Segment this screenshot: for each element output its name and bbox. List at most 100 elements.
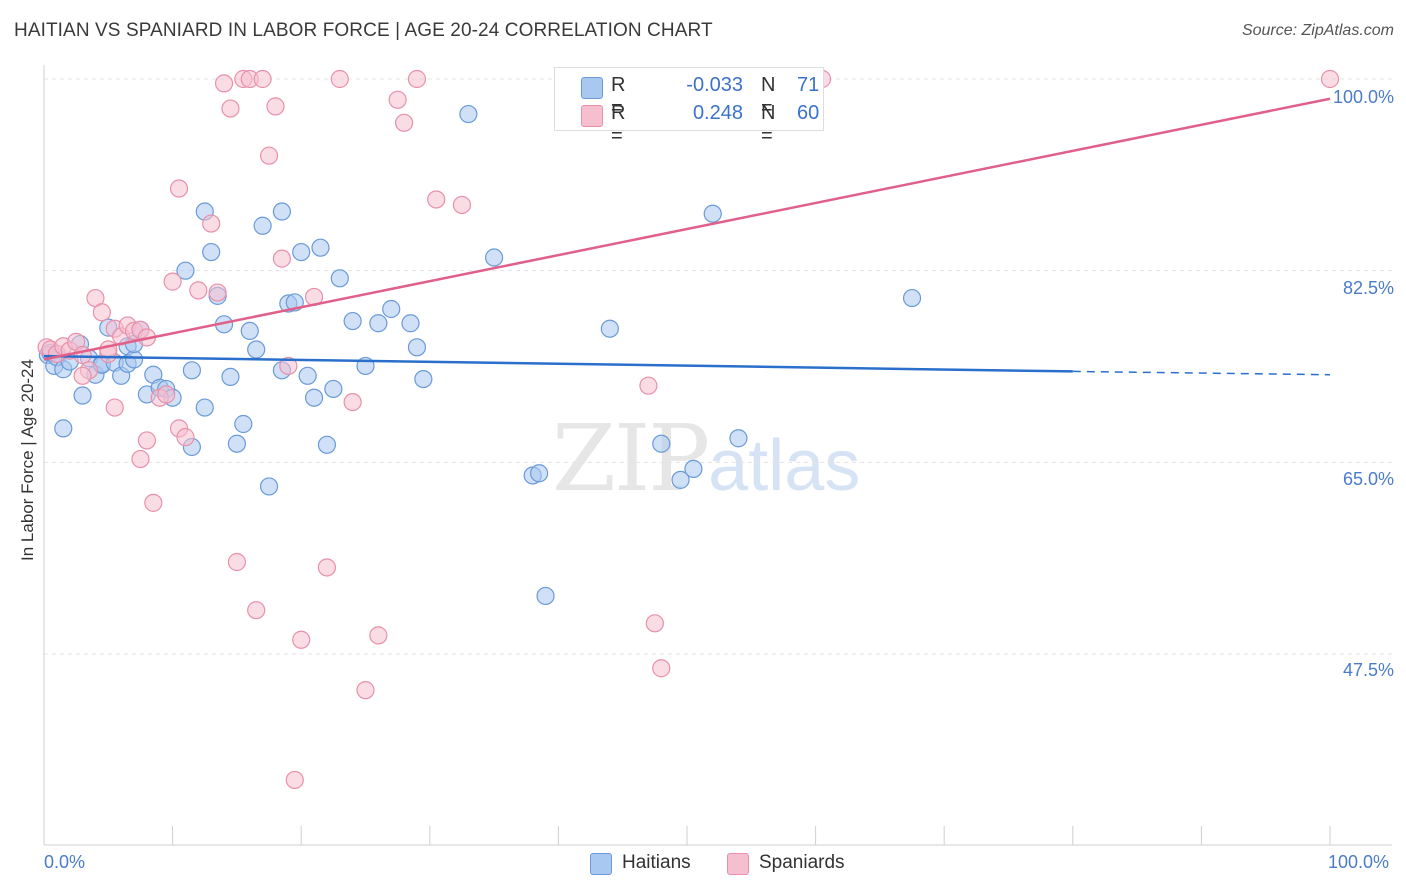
- spaniard-point-41: [272, 249, 292, 268]
- y-tick-label-100: 100.0%: [1332, 87, 1394, 107]
- spaniard-point-52: [394, 113, 414, 132]
- haitian-point-63: [536, 586, 555, 606]
- haitian-point-59: [459, 104, 478, 124]
- spaniard-point-37: [247, 601, 266, 620]
- stats-legend: R = -0.033 N = 71 R = 0.248 N = 60: [554, 67, 824, 147]
- haitian-point-50: [324, 379, 343, 399]
- spaniard-point-6: [73, 345, 92, 365]
- spaniard-point-50: [369, 626, 388, 645]
- haitian-point-55: [382, 299, 401, 319]
- spaniard-point-49: [356, 681, 375, 700]
- haitian-point-29: [195, 398, 214, 417]
- spaniard-point-24: [157, 385, 176, 404]
- spaniard-point-47: [330, 69, 349, 89]
- haitian-point-64: [600, 319, 619, 338]
- spaniards-swatch: [581, 105, 603, 127]
- spaniard-point-29: [189, 281, 208, 300]
- spaniards-r-value: 0.248: [692, 102, 743, 124]
- haitian-point-69: [729, 429, 748, 448]
- spaniard-point-40: [266, 97, 285, 116]
- haitians-swatch: [581, 77, 603, 99]
- haitian-point-70: [902, 288, 922, 308]
- spaniard-point-12: [99, 340, 118, 359]
- spaniard-point-25: [163, 272, 182, 291]
- haitian-point-56: [401, 314, 420, 333]
- haitian-point-5: [54, 419, 73, 438]
- spaniard-point-26: [169, 179, 189, 198]
- y-tick-label-65: 65.0%: [1342, 469, 1394, 489]
- haitians-r-value: -0.033: [686, 74, 743, 96]
- spaniard-point-32: [214, 74, 234, 93]
- spaniard-point-34: [227, 552, 246, 572]
- haitian-point-39: [253, 216, 272, 235]
- haitian-point-34: [221, 367, 240, 387]
- spaniard-point-19: [131, 449, 150, 469]
- haitian-point-62: [530, 464, 549, 483]
- haitian-point-46: [298, 366, 317, 385]
- spaniard-point-46: [317, 558, 337, 577]
- haitian-point-57: [407, 338, 427, 357]
- spaniard-point-10: [92, 303, 111, 322]
- spaniards-r-label: R =: [611, 102, 626, 147]
- haitian-point-40: [259, 477, 279, 496]
- spaniards-n-value: 60: [797, 102, 820, 124]
- haitian-point-51: [330, 269, 349, 288]
- haitian-point-47: [304, 388, 324, 407]
- haitian-point-54: [369, 314, 388, 333]
- spaniards-legend-label: Spaniards: [759, 852, 845, 873]
- haitian-point-38: [247, 340, 266, 359]
- haitian-point-68: [703, 204, 722, 223]
- haitian-point-58: [414, 369, 433, 389]
- haitian-point-42: [272, 202, 292, 221]
- haitian-point-60: [485, 248, 504, 267]
- spaniard-point-38: [253, 69, 272, 89]
- spaniard-point-33: [221, 99, 240, 118]
- spaniard-point-22: [144, 493, 163, 512]
- spaniard-point-57: [639, 376, 658, 395]
- haitian-trend-line: [43, 354, 1073, 373]
- spaniard-point-28: [176, 428, 195, 447]
- haitian-point-35: [227, 434, 246, 453]
- haitian-trend-extension: [1072, 370, 1331, 376]
- haitian-point-8: [73, 386, 92, 405]
- haitians-r-label: R =: [611, 74, 626, 119]
- spaniard-point-42: [279, 356, 298, 376]
- haitian-point-36: [234, 414, 253, 434]
- haitians-legend-label: Haitians: [622, 852, 691, 873]
- y-tick-label-47-5: 47.5%: [1342, 660, 1394, 680]
- x-tick-label-min: 0.0%: [44, 852, 86, 872]
- spaniard-point-30: [202, 214, 221, 233]
- haitian-point-66: [671, 470, 690, 489]
- spaniard-point-53: [407, 69, 427, 89]
- spaniard-point-62: [1320, 69, 1340, 89]
- spaniards-n-label: N =: [761, 102, 776, 147]
- haitian-point-26: [176, 261, 195, 280]
- haitian-point-52: [343, 311, 362, 331]
- haitian-point-49: [317, 435, 337, 454]
- chart-title: HAITIAN VS SPANIARD IN LABOR FORCE | AGE…: [14, 20, 713, 41]
- spaniard-point-20: [137, 431, 156, 450]
- haitians-n-value: 71: [797, 74, 820, 96]
- spaniards-legend-swatch: [727, 853, 749, 875]
- spaniard-point-59: [652, 659, 671, 678]
- spaniard-point-54: [427, 190, 446, 209]
- y-tick-label-82-5: 82.5%: [1342, 278, 1394, 298]
- haitian-point-37: [240, 321, 259, 341]
- spaniard-point-44: [292, 630, 311, 649]
- spaniard-point-48: [343, 392, 362, 412]
- haitian-point-45: [292, 242, 311, 262]
- haitian-point-48: [311, 238, 330, 257]
- haitian-point-67: [684, 459, 703, 479]
- spaniard-point-55: [452, 195, 472, 215]
- haitian-point-65: [652, 434, 671, 453]
- source-label: Source: ZipAtlas.com: [1241, 22, 1394, 39]
- haitians-n-label: N =: [761, 74, 776, 119]
- x-tick-label-max: 100.0%: [1328, 852, 1390, 872]
- spaniard-point-39: [259, 146, 279, 165]
- y-axis-label: In Labor Force | Age 20-24: [18, 359, 37, 561]
- spaniard-point-51: [388, 90, 407, 109]
- spaniard-trend-line: [43, 97, 1331, 361]
- haitian-point-18: [124, 350, 144, 369]
- spaniard-point-43: [285, 770, 304, 790]
- spaniard-point-58: [645, 614, 664, 633]
